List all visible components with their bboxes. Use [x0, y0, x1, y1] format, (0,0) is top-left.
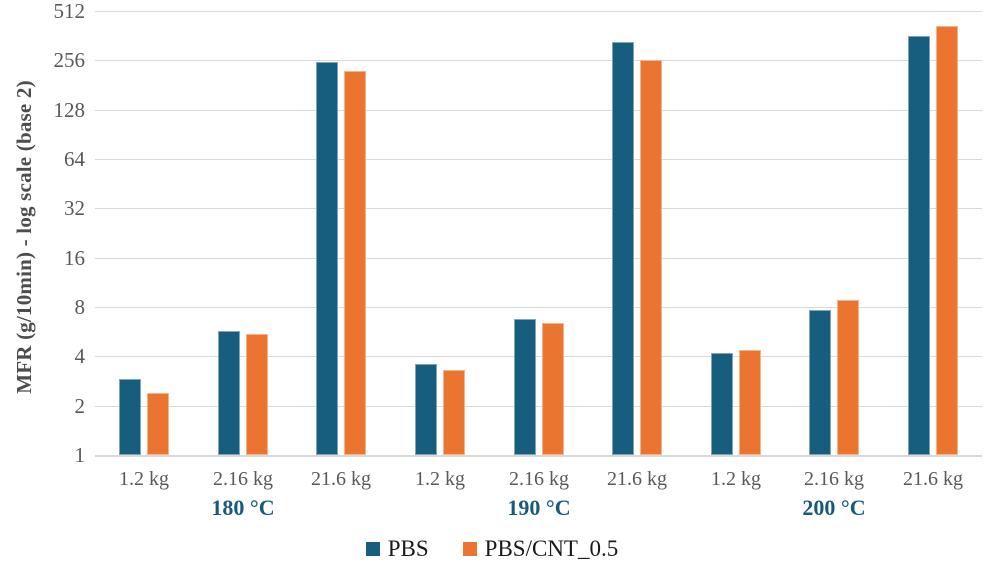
bar-pbs-2.16kg	[514, 318, 536, 455]
legend: PBS PBS/CNT_0.5	[0, 536, 984, 562]
bar-pbs-cnt-0-5-21.6kg	[640, 60, 662, 455]
bar-pbs-1.2kg	[415, 363, 437, 455]
bar-pbs-cnt-0-5-21.6kg	[936, 25, 958, 455]
x-tick-label: 1.2 kg	[415, 468, 465, 490]
x-tick-label: 2.16 kg	[804, 468, 864, 490]
pbs-series-swatch-icon	[365, 542, 380, 556]
y-tick-label: 8	[74, 295, 86, 319]
bar-pbs-cnt-0-5-1.2kg	[147, 392, 169, 455]
gridline	[95, 356, 982, 357]
temperature-group-label: 200 °C	[802, 495, 866, 520]
legend-item-pbs-cnt: PBS/CNT_0.5	[462, 536, 619, 562]
bar-pbs-21.6kg	[612, 42, 634, 455]
legend-label-pbs: PBS	[387, 536, 429, 561]
gridline	[95, 307, 982, 308]
x-tick-label: 2.16 kg	[509, 468, 569, 490]
pbs-cnt-series-swatch-icon	[462, 542, 477, 556]
legend-label-pbs-cnt: PBS/CNT_0.5	[484, 536, 619, 561]
bar-pbs-cnt-0-5-2.16kg	[837, 300, 859, 455]
y-tick-label: 16	[64, 246, 85, 270]
gridline	[95, 159, 982, 160]
x-tick-label: 21.6 kg	[903, 468, 963, 490]
x-axis-line	[95, 455, 982, 457]
bar-pbs-cnt-0-5-1.2kg	[739, 349, 761, 455]
bar-pbs-1.2kg	[711, 352, 733, 455]
y-tick-label: 512	[53, 0, 86, 23]
y-tick-label: 32	[64, 196, 85, 220]
gridline	[95, 110, 982, 111]
bar-pbs-cnt-0-5-2.16kg	[542, 322, 564, 455]
bar-pbs-21.6kg	[316, 62, 338, 455]
y-tick-label: 1	[74, 443, 86, 467]
bar-pbs-21.6kg	[908, 36, 930, 455]
x-tick-label: 21.6 kg	[311, 468, 371, 490]
gridline	[95, 406, 982, 407]
x-tick-label: 21.6 kg	[607, 468, 667, 490]
x-tick-label: 2.16 kg	[213, 468, 273, 490]
bar-pbs-cnt-0-5-1.2kg	[443, 370, 465, 455]
y-tick-label: 64	[64, 147, 85, 171]
legend-item-pbs: PBS	[365, 536, 429, 562]
y-tick-label: 128	[53, 98, 86, 122]
bar-pbs-cnt-0-5-2.16kg	[246, 333, 268, 455]
x-tick-label: 1.2 kg	[711, 468, 761, 490]
bar-pbs-cnt-0-5-21.6kg	[344, 71, 366, 455]
gridline	[95, 208, 982, 209]
bar-pbs-2.16kg	[809, 309, 831, 455]
y-tick-label: 4	[74, 344, 86, 368]
bar-pbs-2.16kg	[218, 331, 240, 455]
y-tick-label: 2	[74, 394, 86, 418]
y-tick-label: 256	[53, 48, 86, 72]
x-tick-label: 1.2 kg	[119, 468, 169, 490]
gridline	[95, 11, 982, 12]
gridline	[95, 258, 982, 259]
temperature-group-label: 190 °C	[507, 495, 571, 520]
bar-pbs-1.2kg	[119, 379, 141, 455]
gridline	[95, 60, 982, 61]
temperature-group-label: 180 °C	[211, 495, 275, 520]
